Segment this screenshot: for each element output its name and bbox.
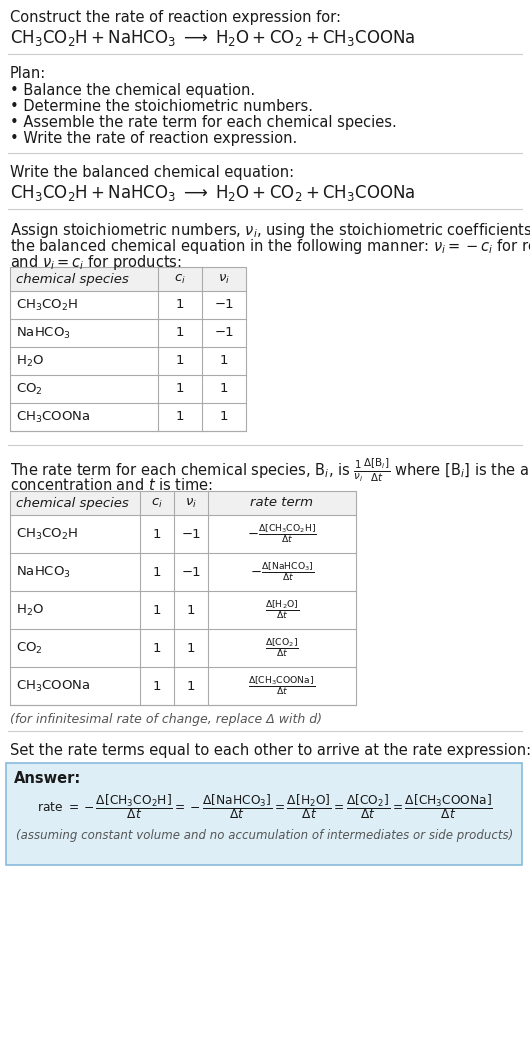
Text: • Balance the chemical equation.: • Balance the chemical equation. xyxy=(10,83,255,98)
Text: 1: 1 xyxy=(153,604,161,616)
Text: $-\frac{\Delta[\mathrm{NaHCO_3}]}{\Delta t}$: $-\frac{\Delta[\mathrm{NaHCO_3}]}{\Delta… xyxy=(250,561,314,584)
Bar xyxy=(10,267,246,431)
Text: Answer:: Answer: xyxy=(14,771,81,786)
Text: (assuming constant volume and no accumulation of intermediates or side products): (assuming constant volume and no accumul… xyxy=(16,829,514,842)
Text: $\mathrm{CH_3CO_2H}$: $\mathrm{CH_3CO_2H}$ xyxy=(16,526,78,542)
Text: $\mathrm{NaHCO_3}$: $\mathrm{NaHCO_3}$ xyxy=(16,565,71,579)
Text: • Write the rate of reaction expression.: • Write the rate of reaction expression. xyxy=(10,131,297,146)
Text: Set the rate terms equal to each other to arrive at the rate expression:: Set the rate terms equal to each other t… xyxy=(10,743,530,758)
Text: 1: 1 xyxy=(220,355,228,367)
Text: chemical species: chemical species xyxy=(16,497,129,509)
Text: $-\frac{\Delta[\mathrm{CH_3CO_2H}]}{\Delta t}$: $-\frac{\Delta[\mathrm{CH_3CO_2H}]}{\Del… xyxy=(247,523,317,545)
Text: 1: 1 xyxy=(153,527,161,541)
Text: $\mathrm{CH_3COONa}$: $\mathrm{CH_3COONa}$ xyxy=(16,679,91,693)
Text: 1: 1 xyxy=(220,410,228,424)
Text: 1: 1 xyxy=(176,298,184,312)
Text: 1: 1 xyxy=(220,383,228,395)
Bar xyxy=(10,491,356,705)
Text: 1: 1 xyxy=(153,641,161,655)
Text: $\frac{\Delta[\mathrm{CH_3COONa}]}{\Delta t}$: $\frac{\Delta[\mathrm{CH_3COONa}]}{\Delt… xyxy=(249,675,315,698)
Text: $\mathrm{CO_2}$: $\mathrm{CO_2}$ xyxy=(16,640,43,656)
Text: • Determine the stoichiometric numbers.: • Determine the stoichiometric numbers. xyxy=(10,99,313,114)
Text: chemical species: chemical species xyxy=(16,273,129,286)
Text: Plan:: Plan: xyxy=(10,66,46,81)
Text: 1: 1 xyxy=(187,641,195,655)
Text: and $\nu_i = c_i$ for products:: and $\nu_i = c_i$ for products: xyxy=(10,253,182,272)
Text: $\mathrm{CO_2}$: $\mathrm{CO_2}$ xyxy=(16,382,43,396)
Bar xyxy=(10,267,246,291)
Text: 1: 1 xyxy=(176,383,184,395)
Bar xyxy=(10,491,356,515)
Text: concentration and $t$ is time:: concentration and $t$ is time: xyxy=(10,477,213,493)
Text: $\mathrm{H_2O}$: $\mathrm{H_2O}$ xyxy=(16,354,44,368)
Bar xyxy=(6,763,522,865)
Text: $\mathrm{H_2O}$: $\mathrm{H_2O}$ xyxy=(16,602,44,617)
Text: $\mathrm{CH_3CO_2H + NaHCO_3}$$\;\longrightarrow\;$$\mathrm{H_2O + CO_2 + CH_3CO: $\mathrm{CH_3CO_2H + NaHCO_3}$$\;\longri… xyxy=(10,28,416,48)
Text: −1: −1 xyxy=(214,326,234,340)
Text: 1: 1 xyxy=(176,410,184,424)
Text: 1: 1 xyxy=(176,355,184,367)
Text: 1: 1 xyxy=(153,566,161,578)
Text: 1: 1 xyxy=(176,326,184,340)
Text: • Assemble the rate term for each chemical species.: • Assemble the rate term for each chemic… xyxy=(10,115,397,130)
Text: (for infinitesimal rate of change, replace Δ with d): (for infinitesimal rate of change, repla… xyxy=(10,713,322,726)
Text: rate $= -\dfrac{\Delta[\mathrm{CH_3CO_2H}]}{\Delta t} = -\dfrac{\Delta[\mathrm{N: rate $= -\dfrac{\Delta[\mathrm{CH_3CO_2H… xyxy=(37,793,493,821)
Text: −1: −1 xyxy=(214,298,234,312)
Text: 1: 1 xyxy=(187,604,195,616)
Text: Construct the rate of reaction expression for:: Construct the rate of reaction expressio… xyxy=(10,10,341,25)
Text: $\mathrm{CH_3CO_2H + NaHCO_3}$$\;\longrightarrow\;$$\mathrm{H_2O + CO_2 + CH_3CO: $\mathrm{CH_3CO_2H + NaHCO_3}$$\;\longri… xyxy=(10,183,416,203)
Text: 1: 1 xyxy=(187,680,195,692)
Text: 1: 1 xyxy=(153,680,161,692)
Text: the balanced chemical equation in the following manner: $\nu_i = -c_i$ for react: the balanced chemical equation in the fo… xyxy=(10,237,530,256)
Text: $\nu_i$: $\nu_i$ xyxy=(185,497,197,509)
Text: −1: −1 xyxy=(181,527,201,541)
Text: $\nu_i$: $\nu_i$ xyxy=(218,272,230,286)
Text: The rate term for each chemical species, B$_i$, is $\frac{1}{\nu_i}\frac{\Delta[: The rate term for each chemical species,… xyxy=(10,457,530,484)
Text: $\frac{\Delta[\mathrm{H_2O}]}{\Delta t}$: $\frac{\Delta[\mathrm{H_2O}]}{\Delta t}$ xyxy=(265,598,299,621)
Text: Write the balanced chemical equation:: Write the balanced chemical equation: xyxy=(10,165,294,180)
Text: −1: −1 xyxy=(181,566,201,578)
Text: rate term: rate term xyxy=(251,497,314,509)
Text: $c_i$: $c_i$ xyxy=(151,497,163,509)
Text: $\mathrm{NaHCO_3}$: $\mathrm{NaHCO_3}$ xyxy=(16,325,71,341)
Text: Assign stoichiometric numbers, $\nu_i$, using the stoichiometric coefficients, $: Assign stoichiometric numbers, $\nu_i$, … xyxy=(10,221,530,240)
Text: $\mathrm{CH_3COONa}$: $\mathrm{CH_3COONa}$ xyxy=(16,409,91,425)
Text: $\frac{\Delta[\mathrm{CO_2}]}{\Delta t}$: $\frac{\Delta[\mathrm{CO_2}]}{\Delta t}$ xyxy=(265,637,299,659)
Text: $c_i$: $c_i$ xyxy=(174,272,186,286)
Text: $\mathrm{CH_3CO_2H}$: $\mathrm{CH_3CO_2H}$ xyxy=(16,297,78,313)
